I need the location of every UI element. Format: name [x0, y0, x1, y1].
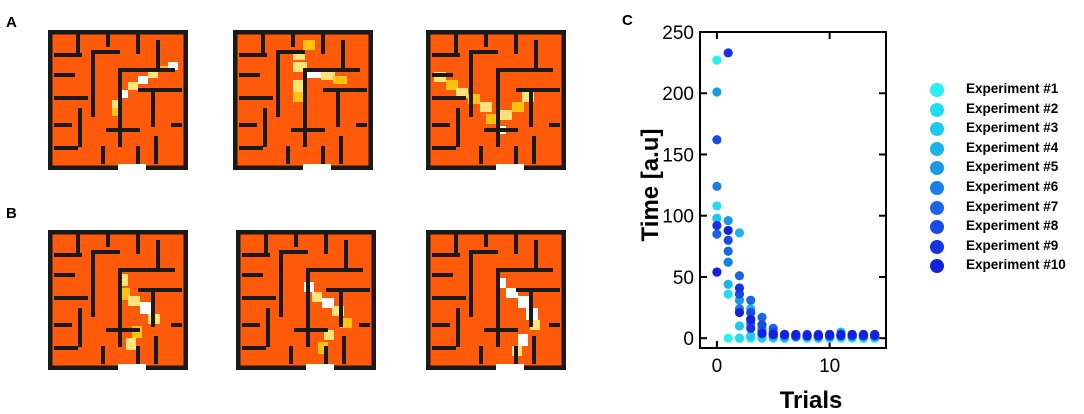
x-axis-label: Trials	[780, 387, 843, 414]
legend-marker	[930, 102, 944, 117]
data-point-exp5	[723, 216, 733, 226]
legend-label: Experiment #6	[966, 179, 1059, 194]
legend-marker	[930, 161, 944, 176]
data-point-exp10	[836, 329, 846, 340]
data-point-exp10	[768, 329, 778, 340]
scatter-chart: 0 50 100 150 200 250 0 10 Trials Time [a.u]	[637, 23, 887, 414]
data-point-exp4	[734, 228, 745, 238]
data-point-exp4	[723, 279, 733, 289]
y-axis-label: Time [a.u]	[637, 129, 664, 242]
data-point-exp6	[712, 181, 722, 191]
data-point-exp3	[734, 321, 745, 331]
legend-label: Experiment #5	[966, 159, 1059, 175]
chart-points	[712, 48, 880, 343]
legend-marker	[930, 259, 944, 274]
maze-a2	[233, 30, 373, 170]
data-point-exp6	[723, 257, 733, 267]
data-point-exp10	[858, 329, 869, 340]
data-point-exp7	[746, 295, 756, 305]
y-tick-label: 100	[662, 207, 694, 228]
data-point-exp5	[712, 87, 722, 97]
legend-label: Experiment #9	[966, 237, 1059, 253]
panel-label-c: C	[622, 12, 633, 29]
data-point-exp10	[870, 329, 880, 340]
data-point-exp1	[723, 333, 733, 343]
data-point-exp10	[791, 329, 801, 340]
chart-axes: 0 50 100 150 200 250 0 10	[662, 23, 887, 377]
data-point-exp7	[757, 312, 767, 322]
legend-marker	[930, 200, 944, 215]
data-point-exp9	[723, 48, 733, 58]
legend-label: Experiment #4	[966, 139, 1059, 155]
legend-marker	[930, 83, 944, 97]
data-point-exp10	[712, 267, 722, 277]
y-tick-label: 200	[662, 84, 694, 105]
data-point-exp9	[746, 323, 756, 334]
data-point-exp8	[723, 235, 733, 245]
maze-b3	[426, 230, 566, 370]
y-tick-label: 150	[662, 145, 694, 166]
x-tick-label: 10	[819, 356, 840, 377]
data-point-exp1	[712, 55, 722, 65]
legend-label: Experiment #2	[966, 100, 1059, 116]
x-tick-label: 0	[712, 356, 723, 377]
data-point-exp7	[734, 271, 745, 281]
data-point-exp9	[712, 220, 722, 231]
legend-marker	[930, 220, 944, 235]
data-point-exp10	[734, 307, 745, 318]
data-point-exp10	[723, 225, 733, 236]
y-tick-label: 250	[662, 23, 694, 44]
maze-b1	[48, 230, 188, 370]
data-point-exp2	[734, 333, 745, 343]
legend-label: Experiment #1	[966, 81, 1059, 96]
data-point-exp8	[746, 307, 756, 318]
panel-label-a: A	[6, 14, 17, 31]
data-point-exp2	[712, 201, 722, 211]
panel-label-b: B	[6, 205, 17, 222]
data-point-exp7	[723, 246, 733, 256]
data-point-exp10	[746, 315, 756, 325]
legend-marker	[930, 141, 944, 156]
data-point-exp9	[734, 283, 745, 293]
legend-label: Experiment #8	[966, 218, 1059, 234]
data-point-exp10	[779, 329, 790, 340]
data-point-exp2	[723, 289, 733, 299]
legend-marker	[930, 181, 944, 195]
maze-a1	[48, 30, 188, 170]
maze-b2	[236, 230, 376, 370]
legend-label: Experiment #3	[966, 120, 1059, 136]
data-point-exp10	[802, 331, 812, 341]
data-point-exp3	[746, 331, 756, 341]
data-point-exp10	[813, 331, 823, 341]
legend-marker	[930, 239, 944, 254]
data-point-exp10	[825, 329, 835, 340]
data-point-exp7	[712, 229, 722, 239]
legend-marker	[930, 122, 944, 137]
data-point-exp3	[712, 213, 722, 223]
data-point-exp10	[757, 328, 767, 338]
legend-label: Experiment #10	[966, 257, 1066, 273]
y-tick-label: 50	[673, 268, 694, 289]
maze-a3	[426, 30, 566, 170]
data-point-exp10	[847, 329, 857, 340]
data-point-exp8	[757, 320, 767, 330]
legend-label: Experiment #7	[966, 198, 1059, 214]
data-point-exp8	[712, 135, 722, 145]
y-tick-label: 0	[683, 329, 694, 350]
